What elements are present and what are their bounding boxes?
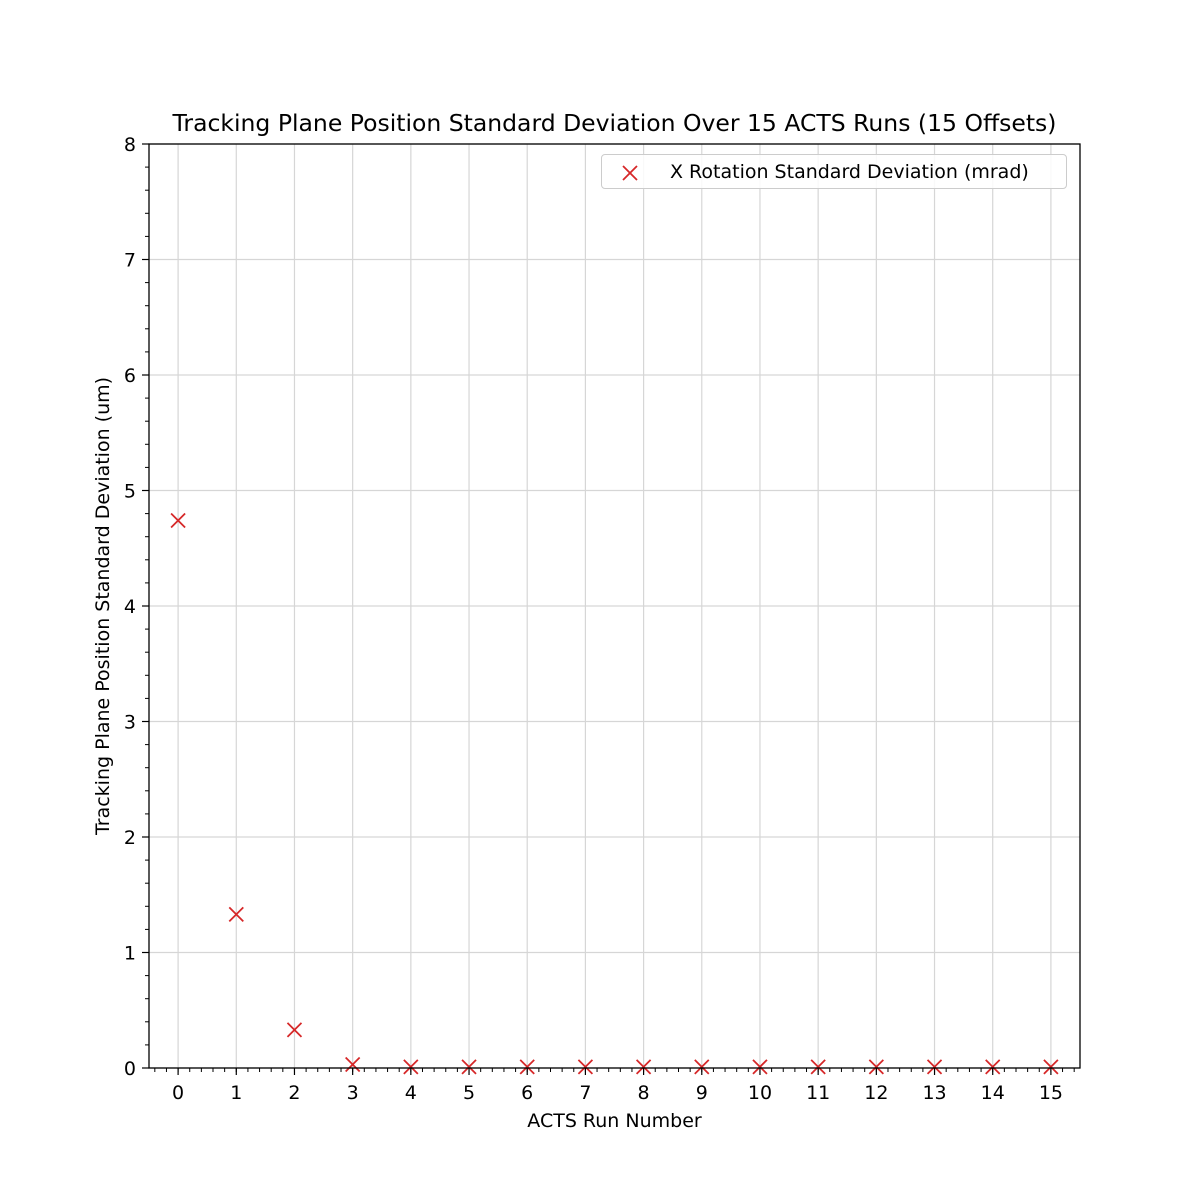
- data-point: [228, 906, 244, 923]
- data-point: [868, 1059, 884, 1075]
- y-axis-label: Tracking Plane Position Standard Deviati…: [92, 377, 114, 836]
- x-tick-label: 7: [579, 1082, 591, 1104]
- x-axis-label: ACTS Run Number: [527, 1110, 702, 1132]
- data-point: [286, 1022, 303, 1038]
- y-tick-label: 3: [124, 712, 136, 734]
- x-tick-label: 10: [748, 1082, 772, 1104]
- y-tick-label: 2: [124, 827, 136, 849]
- x-tick-label: 5: [463, 1082, 475, 1104]
- data-point-stroke: [694, 1059, 710, 1075]
- data-point: [345, 1056, 361, 1073]
- x-tick-label: 12: [864, 1082, 888, 1104]
- data-point-stroke: [752, 1059, 768, 1075]
- data-point: [810, 1059, 826, 1075]
- y-tick-label: 5: [124, 481, 136, 503]
- data-point: [985, 1059, 1001, 1075]
- data-point-stroke: [577, 1059, 594, 1075]
- legend-label: X Rotation Standard Deviation (mrad): [670, 161, 1029, 183]
- data-point: [694, 1059, 710, 1075]
- data-point-stroke: [1043, 1059, 1059, 1075]
- data-point: [1043, 1059, 1059, 1075]
- data-point: [170, 512, 186, 529]
- data-point: [519, 1059, 535, 1075]
- data-point-stroke: [228, 906, 244, 923]
- x-tick-label: 0: [172, 1082, 184, 1104]
- x-tick-label: 8: [638, 1082, 650, 1104]
- data-points: [170, 512, 1059, 1075]
- x-tick-label: 1: [230, 1082, 242, 1104]
- data-point-stroke: [810, 1059, 826, 1075]
- y-tick-label: 8: [124, 134, 136, 156]
- y-tick-label: 0: [124, 1058, 136, 1080]
- x-tick-label: 11: [806, 1082, 830, 1104]
- x-tick-label: 13: [922, 1082, 946, 1104]
- x-tick-label: 14: [981, 1082, 1005, 1104]
- data-point-stroke: [926, 1059, 943, 1075]
- x-tick-label: 2: [288, 1082, 300, 1104]
- data-point-stroke: [345, 1056, 361, 1073]
- x-tick-label: 6: [521, 1082, 533, 1104]
- x-tick-label: 3: [347, 1082, 359, 1104]
- data-point-stroke: [519, 1059, 535, 1075]
- x-tick-label: 15: [1039, 1082, 1063, 1104]
- data-point: [403, 1059, 419, 1075]
- data-point-stroke: [461, 1059, 477, 1075]
- data-point-stroke: [868, 1059, 884, 1075]
- data-point: [635, 1059, 652, 1075]
- legend: X Rotation Standard Deviation (mrad): [601, 154, 1067, 189]
- legend-x-marker-icon: [622, 165, 638, 181]
- data-point-stroke: [635, 1059, 652, 1075]
- y-tick-label: 6: [124, 365, 136, 387]
- data-point: [461, 1059, 477, 1075]
- chart-title: Tracking Plane Position Standard Deviati…: [172, 109, 1057, 137]
- x-tick-label: 4: [405, 1082, 417, 1104]
- data-point: [926, 1059, 943, 1075]
- plot-area-frame: [148, 143, 1081, 1069]
- data-point-stroke: [170, 512, 186, 529]
- data-point-stroke: [286, 1022, 303, 1038]
- data-point: [752, 1059, 768, 1075]
- data-point: [577, 1059, 594, 1075]
- data-point-stroke: [985, 1059, 1001, 1075]
- data-point-stroke: [403, 1059, 419, 1075]
- y-tick-label: 7: [124, 250, 136, 272]
- y-tick-label: 4: [124, 596, 136, 618]
- x-tick-label: 9: [696, 1082, 708, 1104]
- grid-lines: [149, 143, 1080, 1069]
- y-tick-label: 1: [124, 943, 136, 965]
